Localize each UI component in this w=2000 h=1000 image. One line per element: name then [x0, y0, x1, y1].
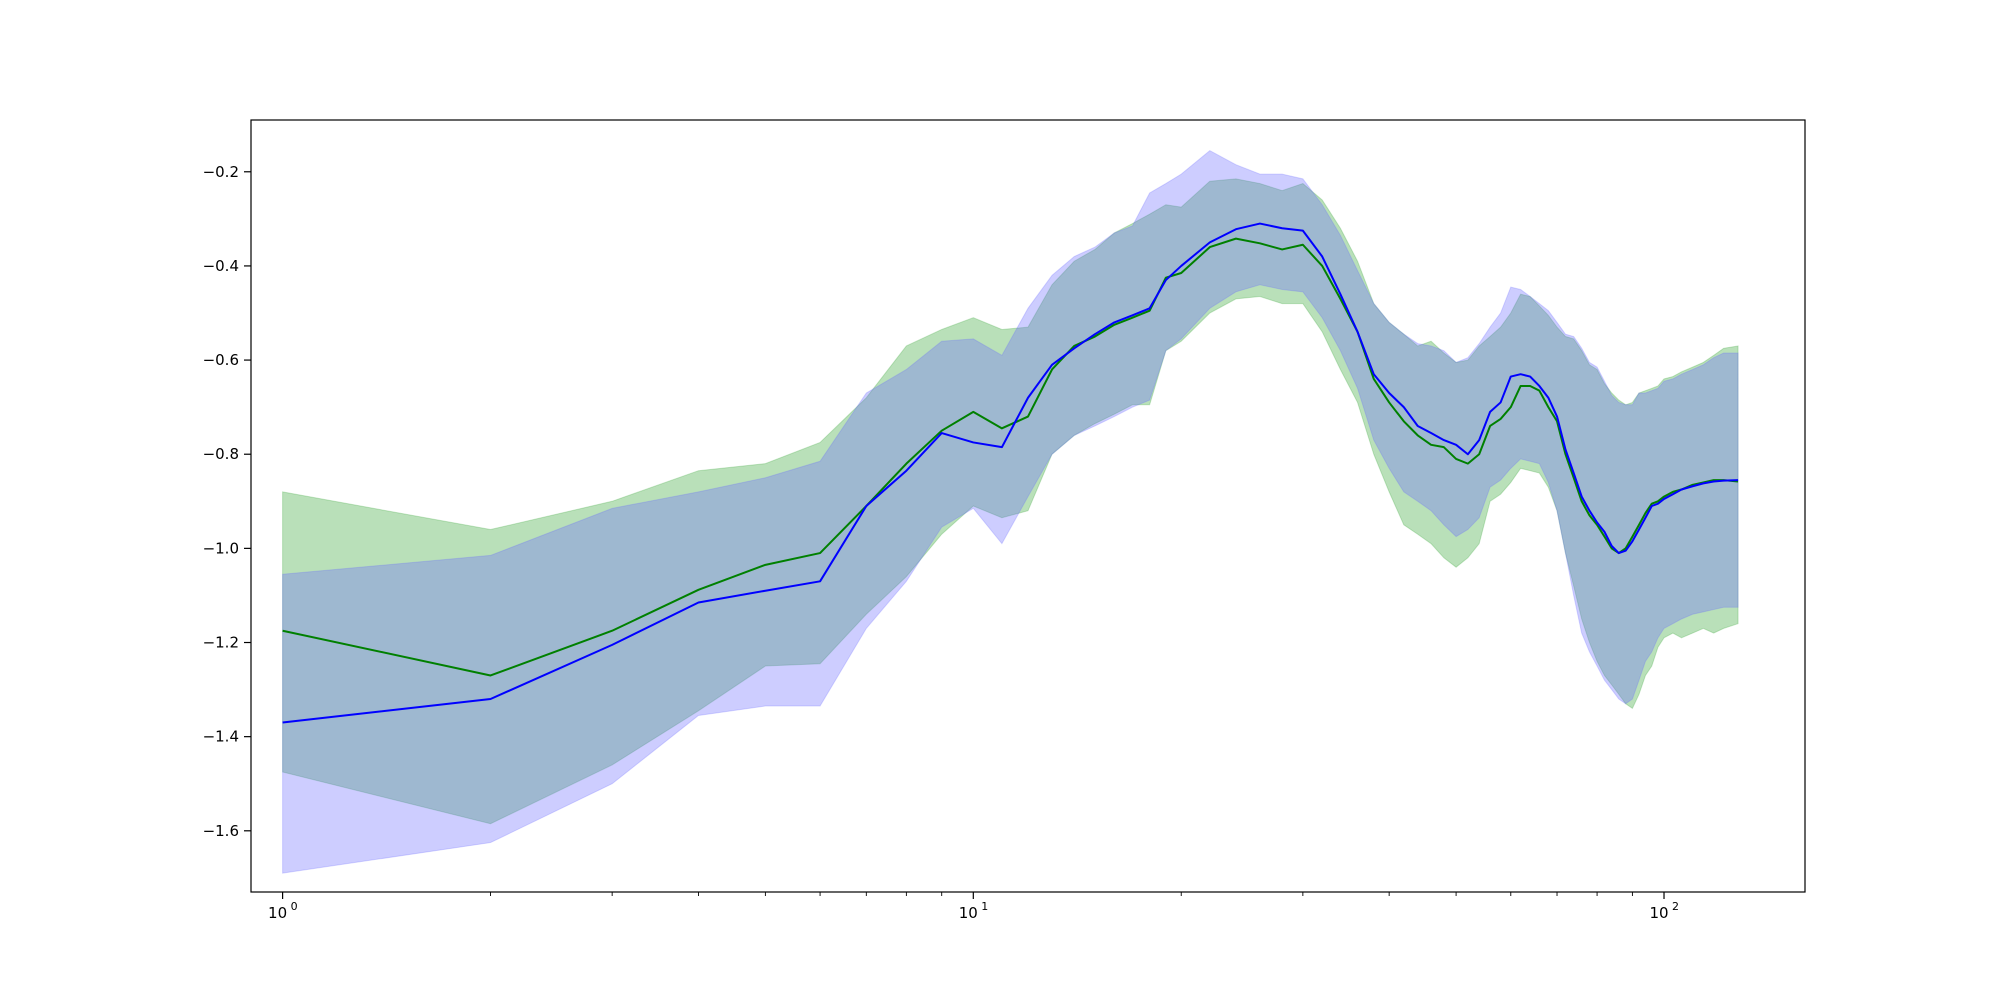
series-1-line — [282, 222, 1739, 724]
x-tick-label: 10 — [268, 904, 287, 922]
y-tick-label: −1.2 — [203, 634, 239, 652]
y-tick-label: −1.4 — [203, 728, 239, 746]
x-tick-label: 10 — [959, 904, 978, 922]
x-tick-exponent: 0 — [291, 900, 298, 913]
x-tick-label: 10 — [1649, 904, 1668, 922]
series-0-line — [282, 237, 1739, 677]
y-axis: −0.2 −0.4 −0.6 −0.8 −1.0 −1.2 −1.4 −1.6 — [203, 163, 251, 840]
plot-frame — [250, 119, 1806, 893]
x-axis: 10 0 10 1 10 2 — [268, 892, 1679, 922]
series-0-band — [282, 178, 1739, 825]
series-1-band — [282, 150, 1739, 874]
bands-layer — [282, 150, 1739, 874]
y-tick-label: −1.6 — [203, 822, 239, 840]
x-tick-exponent: 1 — [981, 900, 988, 913]
y-tick-label: −0.4 — [203, 257, 239, 275]
y-tick-label: −1.0 — [203, 539, 239, 557]
lines-layer — [282, 222, 1739, 724]
y-tick-label: −0.2 — [203, 163, 239, 181]
y-tick-label: −0.8 — [203, 445, 239, 463]
x-tick-exponent: 2 — [1672, 900, 1679, 913]
y-tick-label: −0.6 — [203, 351, 239, 369]
